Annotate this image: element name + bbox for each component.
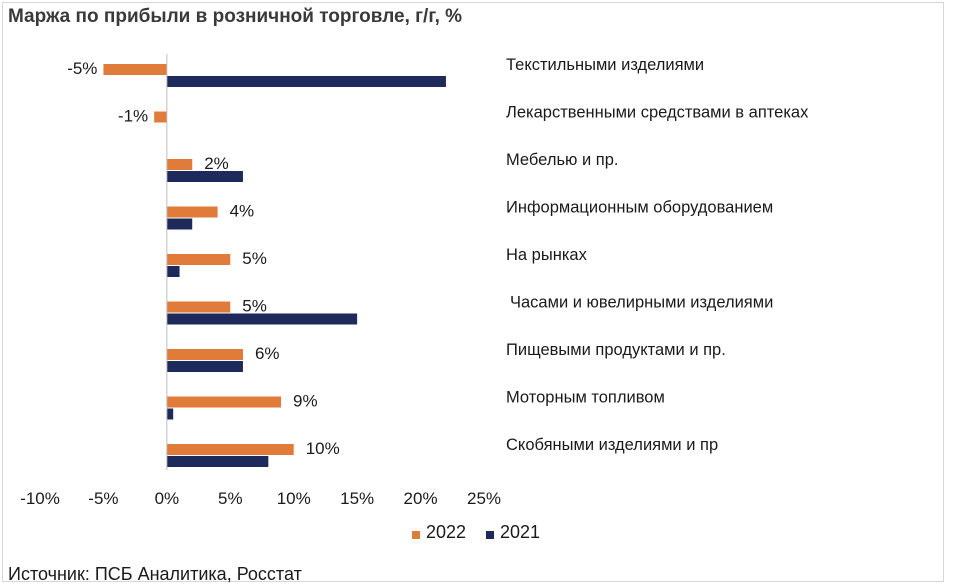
category-labels: Текстильными изделиями Лекарственными сре… (506, 56, 809, 454)
bar-2022 (166, 254, 231, 265)
chart-title: Маржа по прибыли в розничной торговле, г… (8, 6, 463, 27)
category-label: Скобяными изделиями и пр (506, 436, 718, 454)
bar-2021 (166, 456, 269, 467)
data-label-2022: -1% (118, 107, 148, 126)
bar-2022 (103, 64, 167, 75)
source-note: Источник: ПСБ Аналитика, Росстат (8, 564, 302, 584)
bar-2021 (166, 76, 446, 87)
category-label: Мебелью и пр. (506, 151, 619, 169)
data-label-2022: -5% (67, 59, 97, 78)
x-tick-label: -10% (20, 489, 60, 508)
x-tick-label: -5% (88, 489, 118, 508)
chart-frame (2, 2, 944, 582)
x-tick-label: 0% (155, 489, 180, 508)
data-label-2022: 9% (293, 392, 318, 411)
x-tick-label: 20% (404, 489, 438, 508)
bars-layer (103, 64, 446, 467)
category-label: Пищевыми продуктами и пр. (506, 341, 726, 359)
bar-2021 (166, 408, 174, 420)
bar-2022 (166, 444, 294, 455)
data-label-2022: 5% (242, 297, 267, 316)
category-label: Моторным топливом (506, 389, 665, 407)
x-tick-label: 25% (467, 489, 501, 508)
bar-2021 (166, 171, 243, 182)
data-label-2022: 2% (204, 154, 229, 173)
category-label: Информационным оборудованием (506, 199, 773, 217)
bar-2022 (166, 206, 218, 218)
category-label: Текстильными изделиями (506, 56, 704, 74)
bar-2022 (166, 159, 193, 170)
x-axis: -10% -5% 0% 5% 10% 15% 20% 25% (20, 54, 501, 508)
data-label-2022: 10% (306, 439, 340, 458)
x-tick-label: 10% (277, 489, 311, 508)
category-label: Часами и ювелирными изделиями (510, 294, 773, 312)
bar-2022 (166, 301, 231, 313)
x-tick-label: 15% (340, 489, 374, 508)
data-label-2022: 5% (242, 249, 267, 268)
labels-layer: -5% -1% 2% 4% 5% 5% 6% 9% 10% (67, 59, 340, 458)
bar-2021 (166, 361, 243, 372)
bar-2021 (166, 266, 180, 277)
category-label: Лекарственными средствами в аптеках (506, 104, 809, 122)
bar-2022 (166, 349, 243, 360)
data-label-2022: 4% (230, 202, 255, 221)
bar-2021 (166, 313, 358, 325)
data-label-2022: 6% (255, 344, 280, 363)
bar-2021 (166, 218, 193, 230)
bar-2022 (154, 111, 167, 123)
bar-2022 (166, 396, 282, 408)
category-label: На рынках (506, 246, 588, 264)
x-tick-label: 5% (218, 489, 243, 508)
